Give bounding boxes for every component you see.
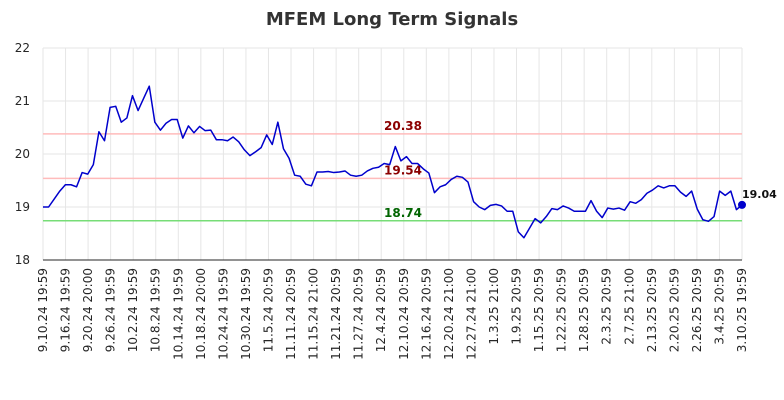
- x-tick-label: 10.30.24 19:59: [239, 268, 253, 360]
- x-tick-label: 2.7.25 21:00: [622, 268, 636, 345]
- reference-label: 19.54: [384, 163, 422, 177]
- last-point-marker: [738, 200, 746, 209]
- x-tick-label: 11.11.24 20:59: [284, 268, 298, 360]
- axes: 18 19 20 21 22 9.10.24 19:59 9.16.24 19:59 9.20…: [15, 41, 749, 360]
- x-tick-label: 9.20.24 20:00: [81, 268, 95, 352]
- series-line: [43, 85, 743, 239]
- reference-lines: 20.38 19.54 18.74: [43, 119, 742, 222]
- y-tick-label: 22: [15, 41, 30, 55]
- reference-label: 18.74: [384, 206, 422, 220]
- x-tick-label: 10.14.24 19:59: [171, 268, 185, 360]
- series-layer: [43, 85, 743, 239]
- x-tick-label: 12.4.24 20:59: [374, 268, 388, 352]
- y-tick-label: 18: [15, 253, 30, 267]
- reference-label: 20.38: [384, 119, 422, 133]
- x-tick-label: 12.27.24 21:00: [464, 268, 478, 360]
- x-tick-label: 1.15.25 20:59: [532, 268, 546, 352]
- x-tick-label: 2.13.25 20:59: [645, 268, 659, 352]
- x-tick-label: 1.22.25 20:59: [555, 268, 569, 352]
- x-tick-label: 3.10.25 19:59: [735, 268, 749, 352]
- x-tick-label: 1.28.25 20:59: [577, 268, 591, 352]
- y-tick-label: 20: [15, 147, 30, 161]
- x-tick-label: 2.3.25 20:59: [600, 268, 614, 345]
- x-tick-label: 1.3.25 21:00: [487, 268, 501, 345]
- x-tick-label: 9.10.24 19:59: [36, 268, 50, 352]
- x-tick-label: 3.4.25 20:59: [712, 268, 726, 345]
- x-tick-label: 10.2.24 19:59: [126, 268, 140, 352]
- x-tick-label: 11.5.24 20:59: [261, 268, 275, 352]
- x-tick-label: 1.9.25 20:59: [510, 268, 524, 345]
- y-tick-label: 19: [15, 200, 30, 214]
- x-tick-label: 10.8.24 19:59: [149, 268, 163, 352]
- chart-title: MFEM Long Term Signals: [266, 9, 518, 30]
- x-tick-label: 11.27.24 20:59: [352, 268, 366, 360]
- annotations: 19.04: [738, 188, 777, 209]
- last-point-label: 19.04: [742, 188, 777, 201]
- x-tick-label: 11.15.24 21:00: [307, 268, 321, 360]
- x-tick-label: 10.24.24 19:59: [216, 268, 230, 360]
- x-tick-label: 11.21.24 20:59: [329, 268, 343, 360]
- x-tick-label: 2.20.25 20:59: [667, 268, 681, 352]
- x-tick-label: 9.16.24 19:59: [59, 268, 73, 352]
- grid: [42, 47, 743, 261]
- x-tick-label: 12.10.24 20:59: [397, 268, 411, 360]
- x-tick-label: 12.20.24 21:00: [442, 268, 456, 360]
- y-tick-label: 21: [15, 94, 30, 108]
- x-tick-label: 9.26.24 19:59: [104, 268, 118, 352]
- x-tick-label: 12.16.24 20:59: [419, 268, 433, 360]
- x-tick-label: 2.26.25 20:59: [690, 268, 704, 352]
- x-tick-label: 10.18.24 20:00: [194, 268, 208, 360]
